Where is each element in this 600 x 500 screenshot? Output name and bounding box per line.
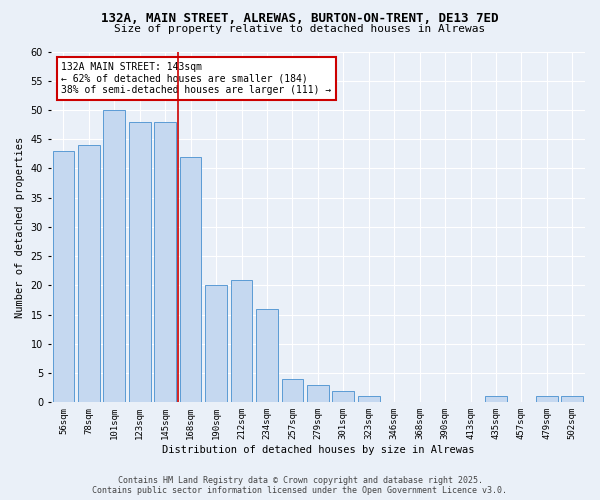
Bar (562, 396, 583, 402)
Text: 132A MAIN STREET: 143sqm
← 62% of detached houses are smaller (184)
38% of semi-: 132A MAIN STREET: 143sqm ← 62% of detach… (61, 62, 332, 95)
Bar (256, 309, 278, 402)
Text: Size of property relative to detached houses in Alrewas: Size of property relative to detached ho… (115, 24, 485, 34)
Bar (332, 390, 354, 402)
Bar (231, 280, 253, 402)
Text: 132A, MAIN STREET, ALREWAS, BURTON-ON-TRENT, DE13 7ED: 132A, MAIN STREET, ALREWAS, BURTON-ON-TR… (101, 12, 499, 26)
Bar (307, 385, 329, 402)
Bar (154, 122, 176, 402)
Bar (485, 396, 507, 402)
Bar (536, 396, 557, 402)
Bar (53, 151, 74, 403)
Bar (358, 396, 380, 402)
Bar (103, 110, 125, 403)
Y-axis label: Number of detached properties: Number of detached properties (15, 136, 25, 318)
Text: Contains HM Land Registry data © Crown copyright and database right 2025.
Contai: Contains HM Land Registry data © Crown c… (92, 476, 508, 495)
Bar (129, 122, 151, 402)
Bar (205, 286, 227, 403)
Bar (78, 145, 100, 403)
X-axis label: Distribution of detached houses by size in Alrewas: Distribution of detached houses by size … (161, 445, 474, 455)
Bar (281, 379, 303, 402)
Bar (180, 157, 202, 402)
